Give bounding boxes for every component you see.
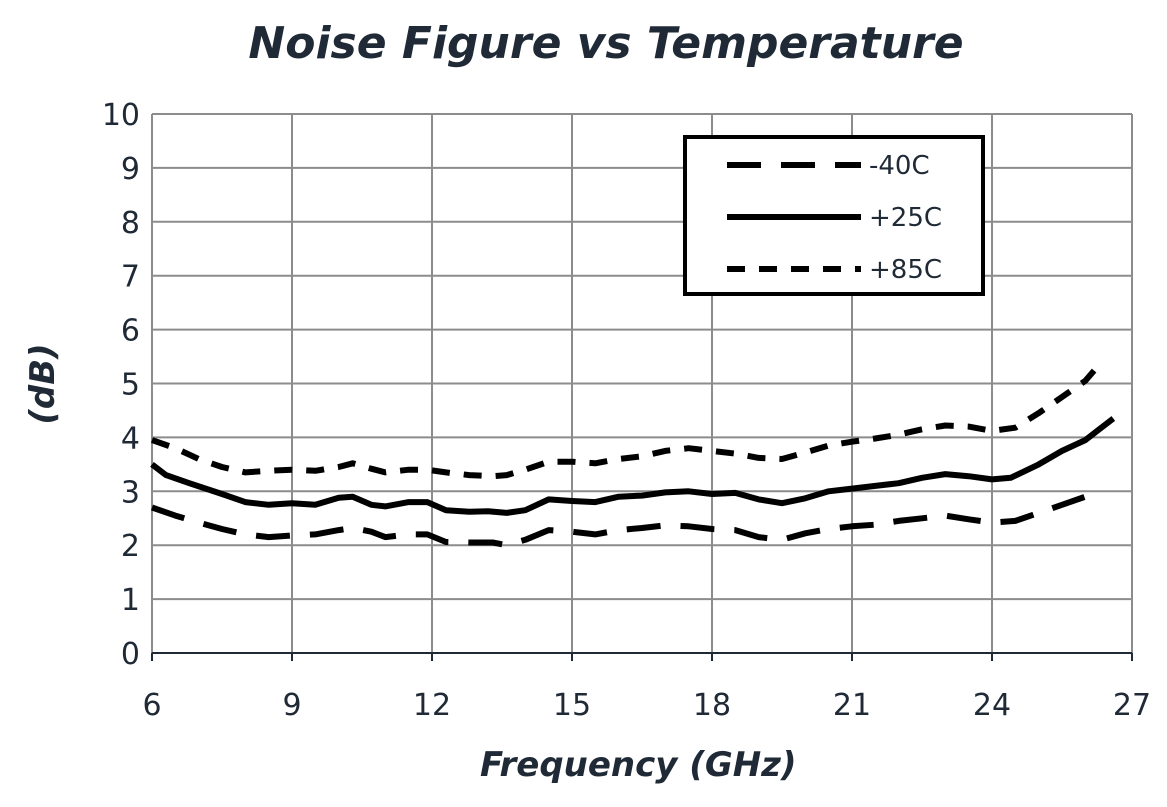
y-tick-label: 7 [121,260,140,295]
y-tick-label: 10 [102,98,140,133]
series-line-2 [151,362,1102,480]
y-tick-label: 1 [121,583,140,618]
x-tick-label: 18 [693,688,731,723]
y-tick-label: 9 [121,152,140,187]
x-tick-label: 6 [142,688,161,723]
x-tick-label: 12 [413,688,451,723]
x-tick-label: 24 [973,688,1011,723]
legend-label-1: +25C [869,203,942,233]
y-tick-label: 4 [121,421,140,456]
y-tick-label: 8 [121,206,140,241]
x-tick-label: 9 [282,688,301,723]
y-tick-label: 3 [121,475,140,510]
x-tick-label: 15 [553,688,591,723]
x-tick-label: 27 [1113,688,1151,723]
x-tick-label: 21 [833,688,871,723]
series-line-0 [151,488,1097,549]
y-tick-label: 2 [121,529,140,564]
chart-title: Noise Figure vs Temperature [248,18,964,69]
legend: -40C +25C +85C [683,135,985,296]
legend-label-2: +85C [869,255,942,285]
y-tick-label: 0 [121,637,140,672]
series-lines [150,362,1116,549]
x-axis-title: Frequency (GHz) [480,745,797,785]
y-tick-label: 6 [121,314,140,349]
legend-label-0: -40C [869,151,930,181]
series-line-1 [150,416,1116,516]
y-tick-label: 5 [121,368,140,403]
